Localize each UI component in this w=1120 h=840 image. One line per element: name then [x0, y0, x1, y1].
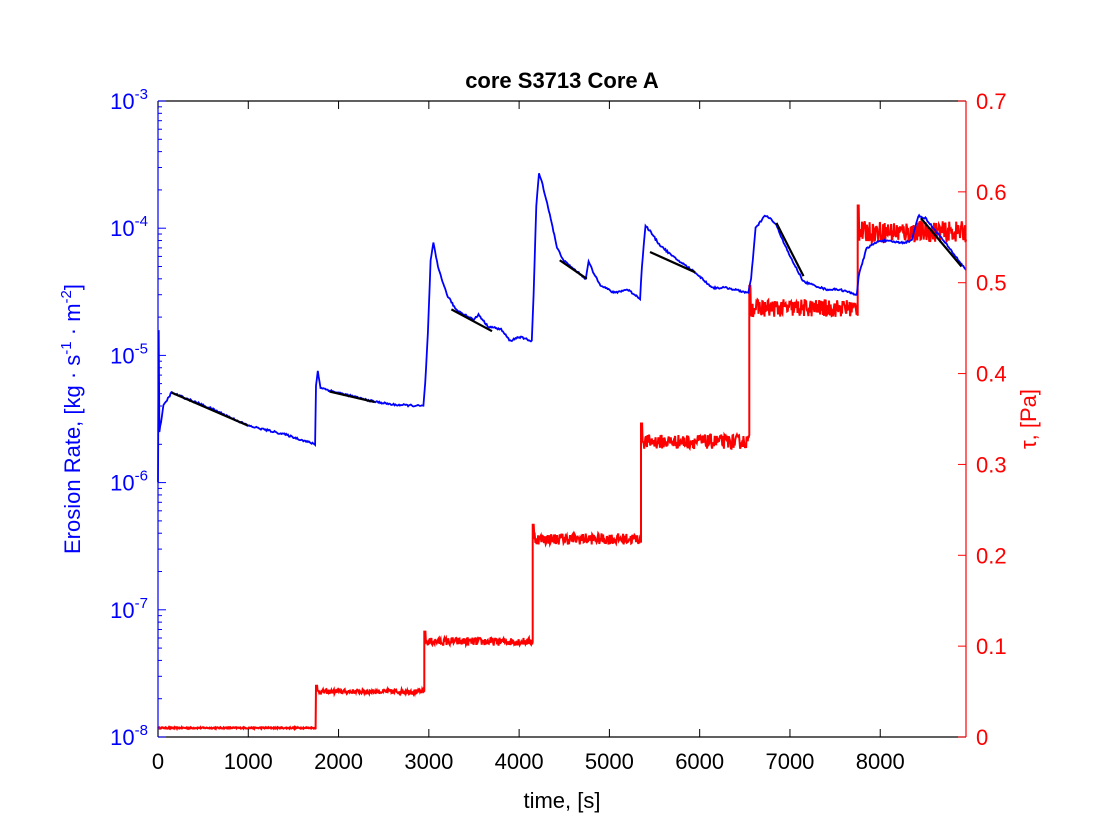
fit-line [450, 308, 493, 333]
x-tick-label: 0 [152, 749, 164, 774]
right-tick-label: 0.5 [976, 271, 1007, 296]
x-tick-label: 3000 [404, 749, 453, 774]
right-tick-label: 0.1 [976, 634, 1007, 659]
right-tick-label: 0.3 [976, 452, 1007, 477]
axes: 0 1000 2000 3000 4000 5000 6000 7000 8000 10-8 10-… [110, 86, 1006, 774]
left-tick-label: 10-8 [110, 722, 148, 750]
fit-line [649, 250, 696, 274]
tau-line [157, 204, 967, 732]
right-tick-label: 0.4 [976, 362, 1007, 387]
x-axis-label: time, [s] [523, 788, 600, 813]
right-tick-label: 0.6 [976, 180, 1007, 205]
erosion-rate-line [157, 173, 967, 483]
fit-line [775, 222, 805, 277]
left-tick-label: 10-6 [110, 468, 148, 496]
left-tick-label: 10-7 [110, 595, 148, 623]
fit-line [920, 217, 963, 268]
left-tick-label: 10-4 [110, 213, 148, 241]
fit-line [171, 391, 249, 427]
x-tick-label: 8000 [856, 749, 905, 774]
right-tick-label: 0.2 [976, 543, 1007, 568]
x-tick-label: 6000 [675, 749, 724, 774]
right-tick-label: 0.7 [976, 89, 1007, 114]
x-tick-label: 2000 [314, 749, 363, 774]
left-tick-label: 10-5 [110, 340, 148, 368]
x-tick-label: 5000 [585, 749, 634, 774]
x-tick-label: 4000 [495, 749, 544, 774]
chart-title: core S3713 Core A [465, 68, 659, 93]
x-tick-label: 1000 [224, 749, 273, 774]
plot-area [157, 173, 967, 732]
fit-line [329, 390, 375, 404]
right-tick-label: 0 [976, 725, 988, 750]
right-axis-label: τ, [Pa] [1016, 389, 1041, 449]
left-axis-label: Erosion Rate, [kg · s-1 · m-2] [58, 284, 85, 554]
x-tick-label: 7000 [765, 749, 814, 774]
fit-line [559, 259, 588, 280]
left-tick-label: 10-3 [110, 86, 148, 114]
